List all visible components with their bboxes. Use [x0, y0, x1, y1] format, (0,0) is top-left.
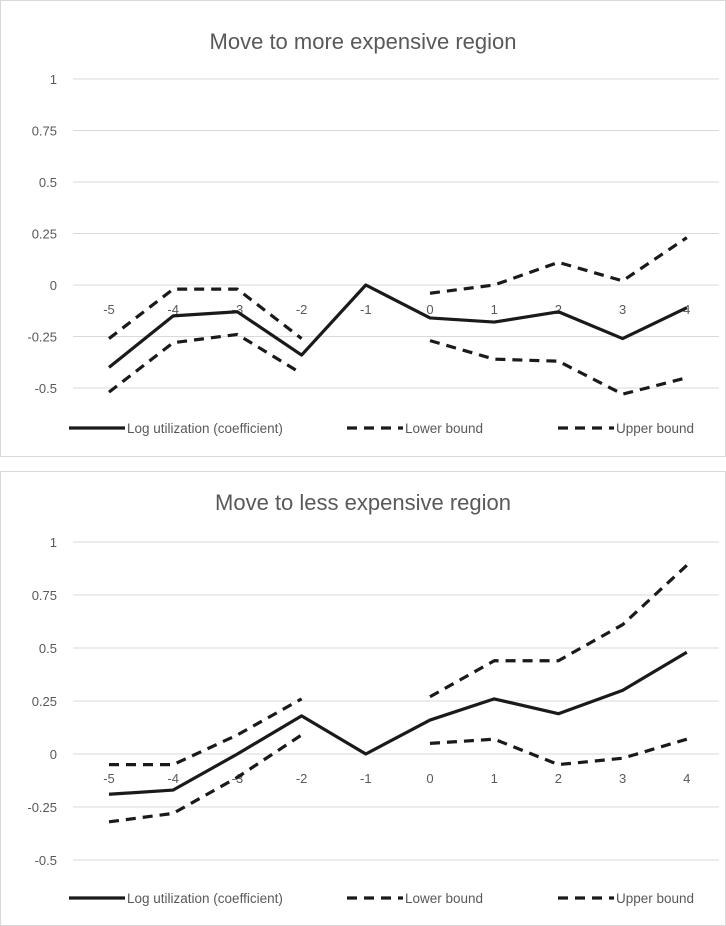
y-tick-label: -0.5: [35, 853, 57, 868]
x-tick-label: 1: [491, 302, 498, 317]
y-tick-label: 1: [50, 535, 57, 550]
y-tick-label: 0: [50, 747, 57, 762]
x-tick-label: -2: [296, 302, 308, 317]
x-tick-label: 2: [555, 771, 562, 786]
y-tick-label: 0.5: [39, 641, 57, 656]
series-line: [108, 287, 303, 340]
x-tick-label: 0: [426, 771, 433, 786]
y-tick-label: 0.75: [32, 588, 57, 603]
y-tick-label: 0.25: [32, 694, 57, 709]
legend-label: Log utilization (coefficient): [127, 891, 283, 906]
chart-panel-less-expensive: Move to less expensive region 1 0.75 0.5 0.2…: [0, 471, 726, 926]
x-tick-label: 2: [555, 302, 562, 317]
x-tick-label: -5: [103, 302, 115, 317]
x-tick-label: 4: [683, 302, 690, 317]
series-line: [109, 697, 303, 767]
legend-label: Upper bound: [616, 421, 694, 436]
legend-label: Log utilization (coefficient): [127, 421, 283, 436]
series-line: [108, 332, 303, 394]
y-tick-label: 0: [50, 278, 57, 293]
y-tick-label: 0.5: [39, 175, 57, 190]
y-tick-label: 0.25: [32, 227, 57, 242]
x-tick-label: -5: [103, 771, 115, 786]
x-tick-label: 0: [426, 302, 433, 317]
series-line: [429, 737, 688, 767]
series-line: [108, 650, 688, 796]
y-tick-label: 1: [50, 72, 57, 87]
series-line: [107, 283, 688, 369]
series-line: [429, 339, 688, 396]
series-line: [108, 733, 303, 824]
y-tick-label: -0.5: [35, 381, 57, 396]
y-tick-label: 0.75: [32, 124, 57, 139]
chart-panel-more-expensive: Move to more expensive region 1 0.75 0.5 0.2…: [0, 0, 726, 457]
x-tick-label: -1: [360, 302, 372, 317]
chart-more-expensive: Move to more expensive region 1 0.75 0.5 0.2…: [27, 29, 719, 436]
chart-title: Move to more expensive region: [210, 29, 517, 54]
x-tick-label: -1: [360, 771, 372, 786]
x-tick-label: 3: [619, 302, 626, 317]
x-tick-label: 3: [619, 771, 626, 786]
chart-less-expensive: Move to less expensive region 1 0.75 0.5 0.2…: [27, 490, 719, 906]
x-tick-label: -2: [296, 771, 308, 786]
x-tick-label: 4: [683, 771, 690, 786]
series-line: [429, 236, 688, 295]
x-tick-label: -4: [167, 302, 179, 317]
x-tick-label: -4: [167, 771, 179, 786]
legend-label: Upper bound: [616, 891, 694, 906]
x-tick-label: 1: [491, 771, 498, 786]
y-tick-label: -0.25: [27, 800, 57, 815]
y-tick-label: -0.25: [27, 330, 57, 345]
legend-label: Lower bound: [405, 891, 483, 906]
series-line: [429, 564, 688, 699]
legend-label: Lower bound: [405, 421, 483, 436]
x-tick-label: -3: [232, 302, 244, 317]
chart-title: Move to less expensive region: [215, 490, 511, 515]
